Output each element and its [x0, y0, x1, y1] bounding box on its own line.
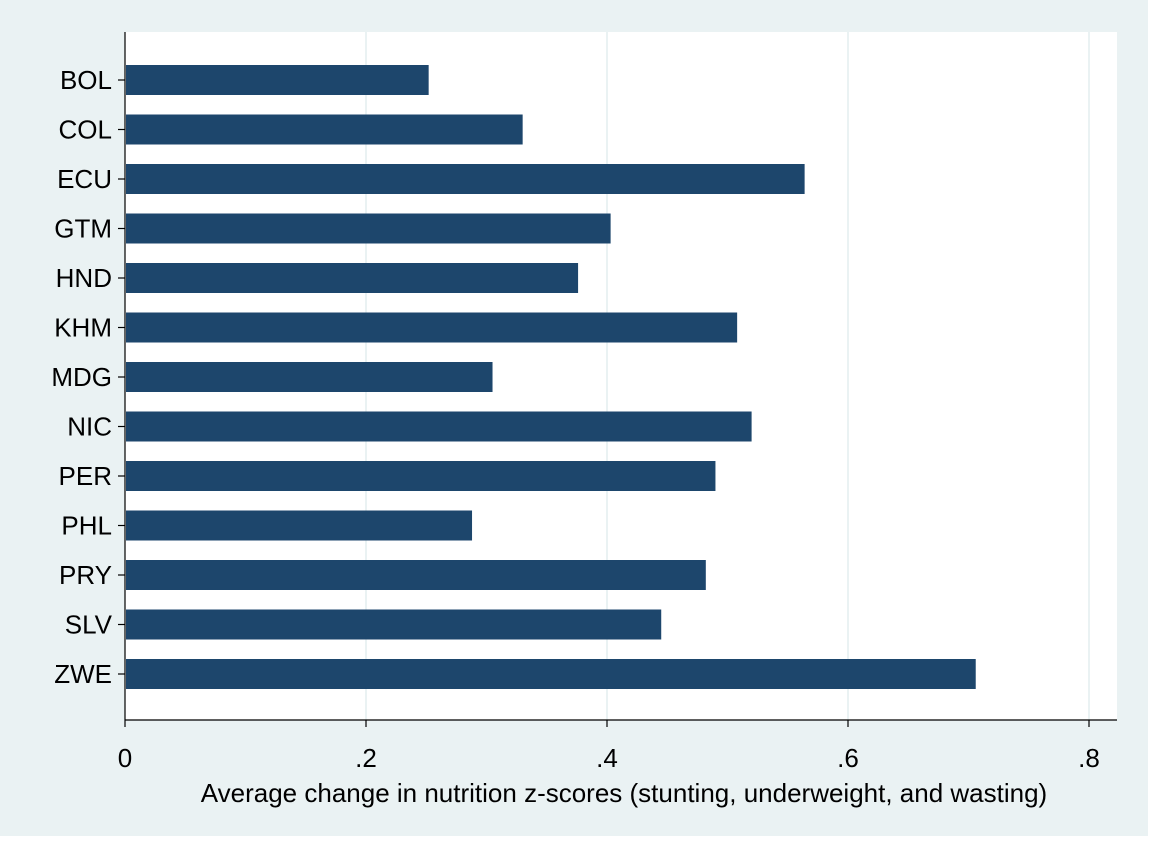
x-tick-label: .4: [596, 743, 618, 773]
bar-slv: [126, 609, 662, 640]
category-label: PER: [59, 461, 112, 491]
bar-zwe: [126, 659, 976, 689]
category-label: ZWE: [54, 659, 112, 689]
category-label: PRY: [59, 560, 112, 590]
bar-col: [126, 114, 523, 145]
bar-khm: [126, 312, 738, 343]
category-label: PHL: [61, 511, 112, 541]
bar-chart: 0 .2 .4 .6 .8 BOL COL ECU GTM HND KHM MDG NIC PER PHL…: [51, 32, 1117, 808]
category-label: SLV: [65, 610, 113, 640]
bar-per: [126, 461, 716, 491]
bar-nic: [126, 411, 752, 442]
bar-pry: [126, 560, 706, 590]
grid-lines: [365, 32, 1090, 720]
category-label: ECU: [57, 164, 112, 194]
category-label: NIC: [67, 412, 112, 442]
category-label: BOL: [60, 65, 112, 95]
axes: [124, 32, 1117, 721]
x-tick-label: .2: [355, 743, 377, 773]
bar-bol: [126, 65, 429, 95]
chart-background: 0 .2 .4 .6 .8 BOL COL ECU GTM HND KHM MDG NIC PER PHL…: [0, 0, 1148, 836]
bar-hnd: [126, 263, 579, 293]
bar-mdg: [126, 362, 493, 392]
x-tick-label: 0: [118, 743, 132, 773]
category-label: KHM: [54, 313, 112, 343]
x-axis-title: Average change in nutrition z-scores (st…: [201, 778, 1047, 808]
bars: [126, 65, 976, 689]
category-label: HND: [56, 263, 112, 293]
bar-ecu: [126, 164, 805, 194]
category-label: MDG: [51, 362, 112, 392]
category-label: GTM: [54, 214, 112, 244]
category-labels: BOL COL ECU GTM HND KHM MDG NIC PER PHL PRY SLV ZWE: [51, 65, 125, 689]
category-label: COL: [59, 115, 112, 145]
x-tick-label: .6: [837, 743, 859, 773]
x-tick-label: .8: [1078, 743, 1100, 773]
bar-gtm: [126, 213, 611, 244]
bar-phl: [126, 510, 473, 541]
x-ticks: 0 .2 .4 .6 .8: [118, 720, 1100, 773]
